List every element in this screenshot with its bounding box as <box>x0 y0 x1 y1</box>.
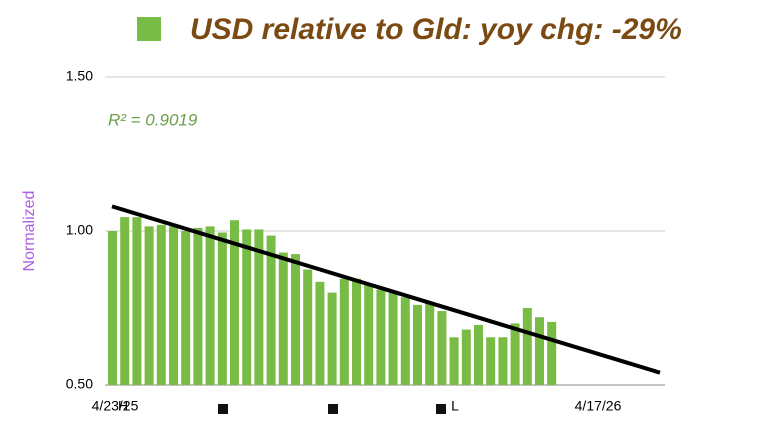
bar <box>291 254 300 385</box>
bar <box>254 229 264 385</box>
bar <box>376 289 386 385</box>
bar <box>327 292 337 385</box>
bar <box>364 284 374 385</box>
bar <box>266 235 276 385</box>
bar <box>156 224 166 385</box>
annotation: L <box>451 398 459 414</box>
bar <box>474 324 483 385</box>
bar <box>510 323 520 385</box>
bar <box>547 321 557 385</box>
bar <box>120 217 130 385</box>
bar <box>400 297 410 385</box>
bar <box>217 232 227 385</box>
marker <box>436 404 446 414</box>
y-axis-label: Normalized <box>21 191 38 272</box>
marker <box>328 404 338 414</box>
bar <box>315 281 325 385</box>
r-squared: R² = 0.9019 <box>108 110 198 129</box>
trendline <box>111 204 661 375</box>
bar <box>388 292 398 385</box>
bar <box>169 226 178 385</box>
bar <box>437 311 447 385</box>
bar <box>230 220 239 385</box>
bar <box>132 217 142 385</box>
y-tick-label: 1.50 <box>66 68 93 84</box>
bar <box>352 278 361 385</box>
y-tick-label: 1.00 <box>66 222 93 238</box>
y-tick-label: 0.50 <box>66 376 93 392</box>
bar <box>303 269 313 385</box>
bar <box>461 329 471 385</box>
x-tick-label: 4/23/25 <box>92 398 139 414</box>
bar <box>181 231 191 385</box>
bar <box>278 252 288 385</box>
legend-label: USD relative to Gld: yoy chg: -29% <box>190 13 682 46</box>
bar <box>522 308 532 385</box>
bar <box>144 226 154 385</box>
bar <box>339 278 349 385</box>
legend-swatch <box>137 17 161 41</box>
bar <box>242 229 252 385</box>
bar <box>413 304 422 385</box>
bar <box>193 227 203 385</box>
x-tick-label: 4/17/26 <box>575 398 622 414</box>
annotation: H <box>118 398 128 414</box>
bar <box>449 337 459 385</box>
bar <box>425 303 435 385</box>
bar <box>498 337 508 385</box>
bar <box>205 226 215 385</box>
bar <box>535 317 544 385</box>
marker <box>218 404 228 414</box>
bar <box>486 337 496 385</box>
bar <box>108 231 117 385</box>
